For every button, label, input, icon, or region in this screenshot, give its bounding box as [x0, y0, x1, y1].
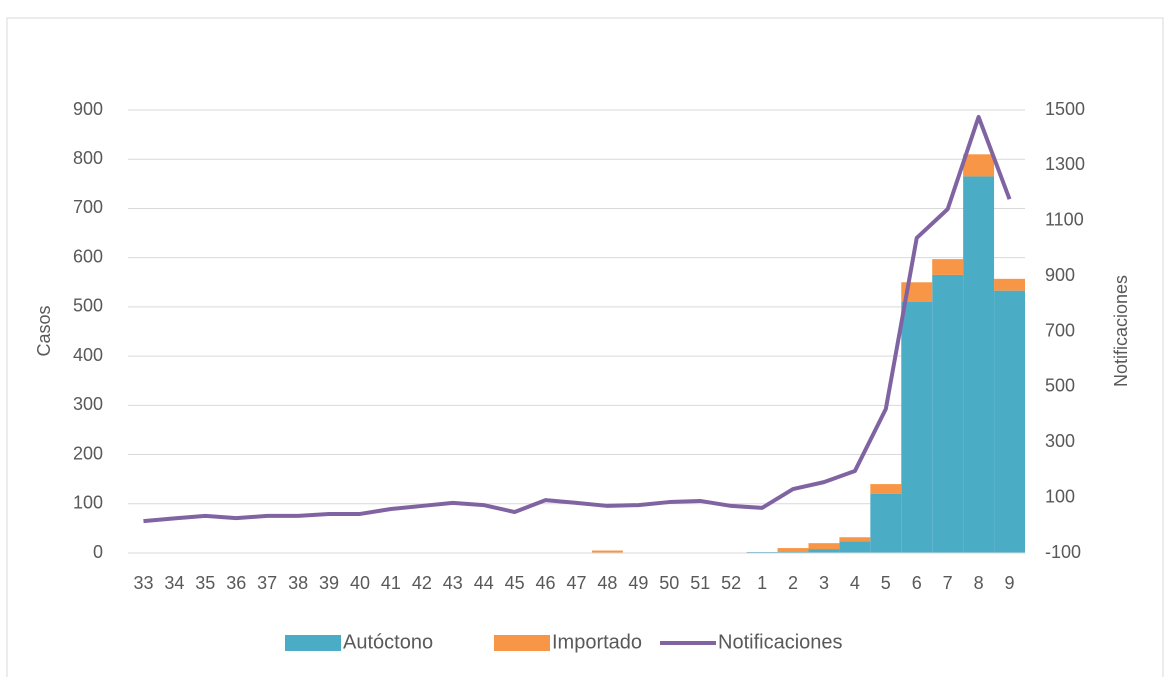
x-tick-label: 3 [819, 573, 829, 593]
chart-frame [6, 17, 1164, 677]
x-tick-label: 50 [659, 573, 679, 593]
x-tick-label: 40 [350, 573, 370, 593]
y2-axis-title: Notificaciones [1111, 275, 1131, 387]
bar-segment [994, 278, 1025, 291]
x-tick-label: 42 [412, 573, 432, 593]
y2-tick-label: 900 [1045, 265, 1075, 285]
x-tick-label: 46 [536, 573, 556, 593]
x-tick-label: 41 [381, 573, 401, 593]
x-tick-label: 51 [690, 573, 710, 593]
bar-segment [963, 154, 995, 177]
bar-segment [777, 548, 809, 553]
y-tick-label: 700 [73, 197, 103, 217]
bar-segment [591, 550, 623, 553]
bar-segment [901, 301, 933, 553]
bar-segment [839, 541, 871, 553]
x-tick-label: 33 [133, 573, 153, 593]
x-tick-label: 34 [164, 573, 184, 593]
bar-segment [870, 484, 902, 494]
y2-tick-label: 1500 [1045, 99, 1085, 119]
bar-segment [839, 537, 871, 542]
legend-label: Autóctono [343, 631, 433, 653]
x-tick-label: 8 [974, 573, 984, 593]
x-tick-label: 47 [566, 573, 586, 593]
y-tick-label: 0 [93, 542, 103, 562]
x-tick-label: 2 [788, 573, 798, 593]
bar-segment [870, 493, 902, 553]
x-tick-label: 43 [443, 573, 463, 593]
x-tick-label: 44 [474, 573, 494, 593]
y-tick-label: 400 [73, 345, 103, 365]
x-tick-label: 45 [505, 573, 525, 593]
x-tick-label: 38 [288, 573, 308, 593]
bar-segment [808, 549, 840, 553]
legend-swatch [494, 635, 550, 651]
bar-segment [808, 543, 840, 550]
legend-swatch [285, 635, 341, 651]
x-tick-label: 9 [1005, 573, 1015, 593]
x-tick-label: 1 [757, 573, 767, 593]
y2-tick-label: 700 [1045, 320, 1075, 340]
legend-label: Importado [552, 631, 642, 653]
y2-tick-label: 500 [1045, 376, 1075, 396]
y2-tick-label: 300 [1045, 431, 1075, 451]
legend-label: Notificaciones [718, 631, 843, 653]
x-tick-label: 5 [881, 573, 891, 593]
bar-segment [932, 274, 964, 553]
x-tick-label: 35 [195, 573, 215, 593]
y-tick-label: 600 [73, 246, 103, 266]
bar-segment [963, 176, 995, 553]
y-tick-label: 200 [73, 443, 103, 463]
x-tick-label: 52 [721, 573, 741, 593]
x-tick-label: 6 [912, 573, 922, 593]
x-tick-label: 39 [319, 573, 339, 593]
y-tick-label: 800 [73, 148, 103, 168]
y2-tick-label: 1300 [1045, 154, 1085, 174]
y2-tick-label: 100 [1045, 486, 1075, 506]
line [143, 114, 1012, 524]
y-tick-label: 500 [73, 296, 103, 316]
x-tick-label: 7 [943, 573, 953, 593]
bar-segment [932, 259, 964, 275]
x-tick-label: 49 [628, 573, 648, 593]
x-tick-label: 37 [257, 573, 277, 593]
y2-tick-label: 1100 [1045, 210, 1084, 230]
x-tick-label: 36 [226, 573, 246, 593]
x-tick-label: 48 [597, 573, 617, 593]
y-axis-title: Casos [34, 305, 54, 356]
bar-segment [994, 290, 1025, 553]
y-tick-label: 100 [73, 493, 103, 513]
x-tick-label: 4 [850, 573, 860, 593]
y2-tick-label: -100 [1045, 542, 1081, 562]
y-tick-label: 900 [73, 99, 103, 119]
y-tick-label: 300 [73, 394, 103, 414]
